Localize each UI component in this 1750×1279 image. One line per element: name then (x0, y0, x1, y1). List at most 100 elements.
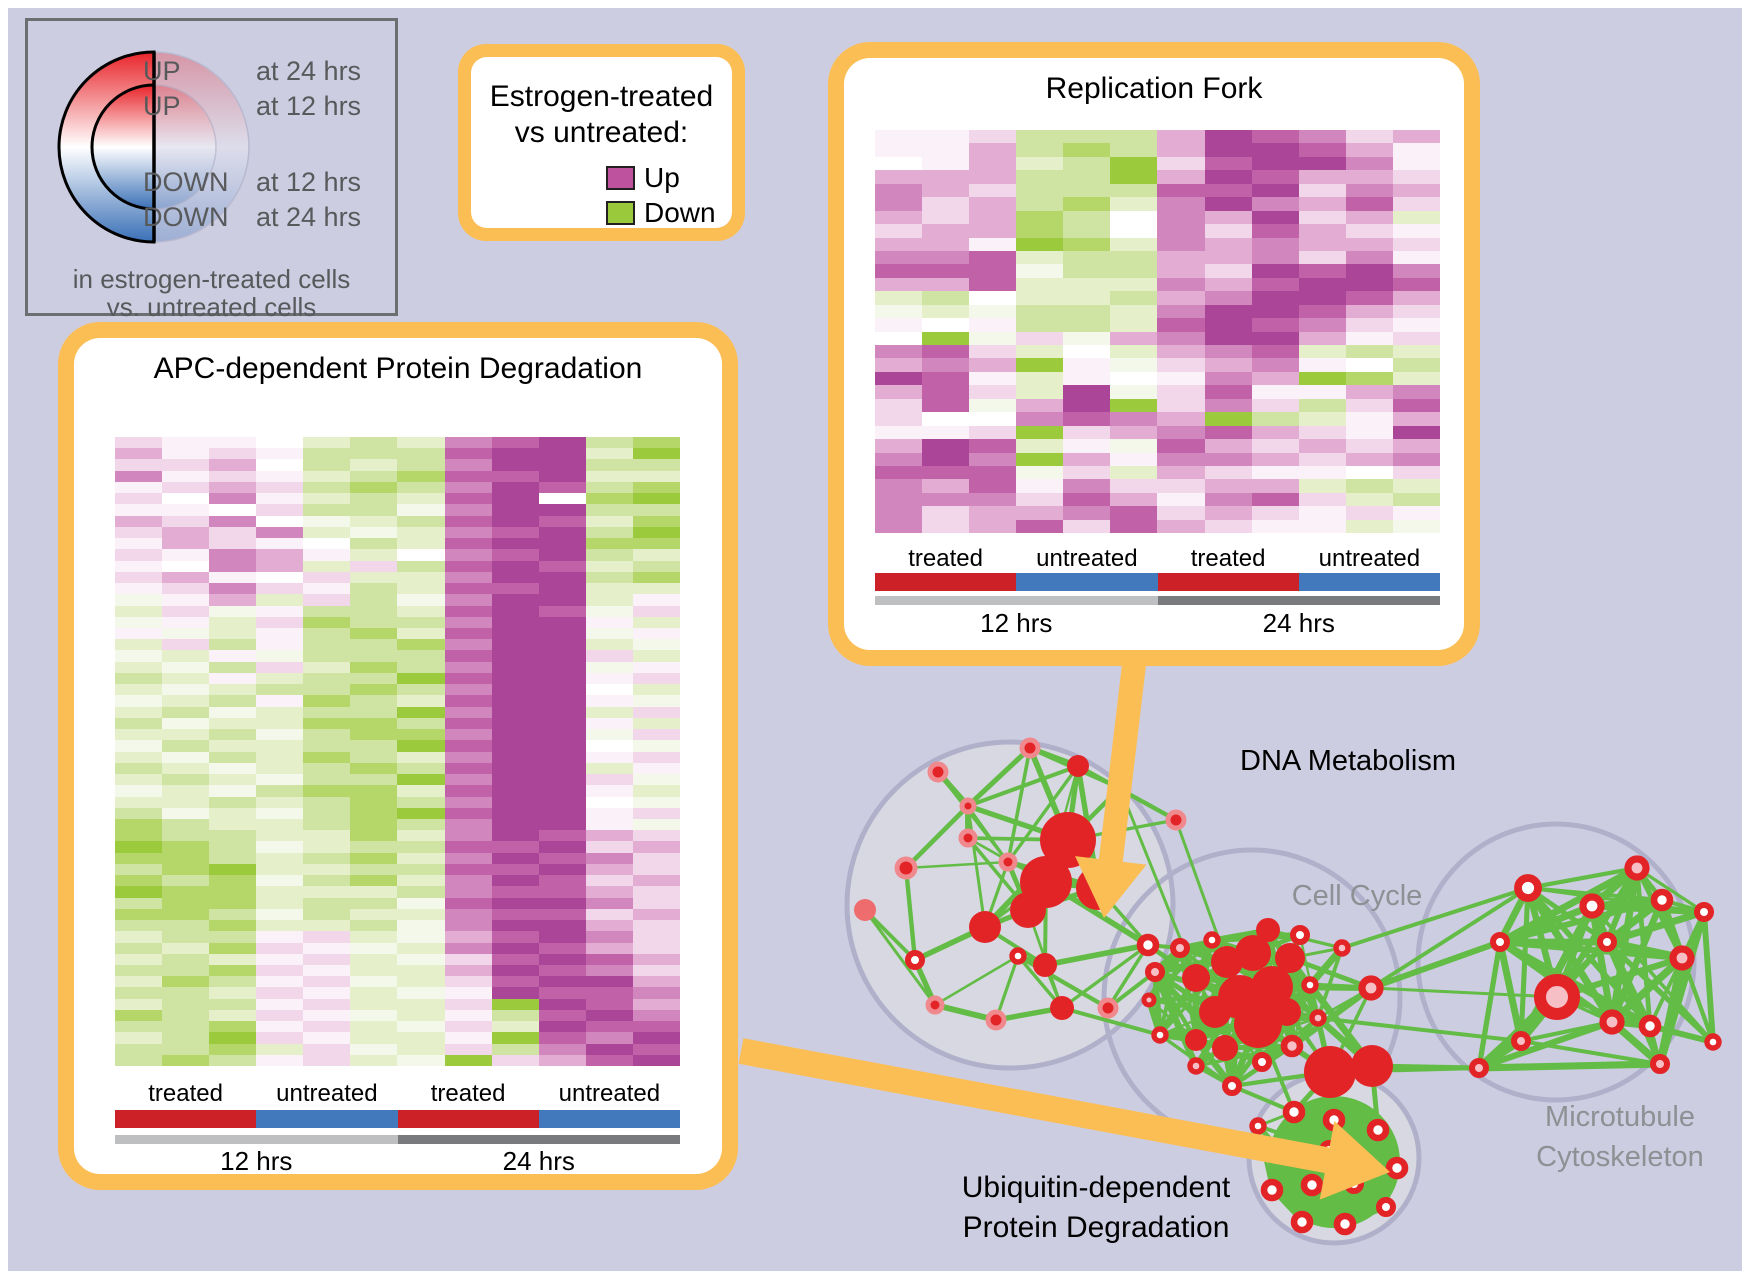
heatmap-cell (209, 627, 257, 640)
heatmap-cell (491, 661, 539, 673)
heatmap-cell (1016, 412, 1064, 426)
heatmap-cell (162, 818, 210, 831)
heatmap-cell (303, 605, 351, 617)
heatmap-row (115, 538, 680, 550)
heatmap-cell (162, 762, 210, 775)
heatmap-cell (397, 830, 445, 842)
heatmap-cell (162, 695, 210, 707)
heatmap-cell (1345, 143, 1393, 157)
heatmap-cell (303, 1032, 351, 1044)
heatmap-cell (538, 504, 586, 516)
heatmap-cell (632, 942, 680, 954)
heatmap-cell (875, 170, 923, 184)
heatmap-row (875, 264, 1440, 278)
heatmap-cell (585, 526, 633, 539)
heatmap-row (875, 465, 1440, 480)
network-edge (863, 908, 917, 962)
heatmap-row (875, 130, 1440, 144)
heatmap-cell (585, 1043, 633, 1055)
gene-node-solid (1234, 1000, 1282, 1048)
heatmap-cell (162, 953, 210, 966)
heatmap-cell (969, 412, 1017, 426)
heatmap-cell (585, 987, 633, 999)
heatmap-cell (1016, 143, 1064, 157)
network-edge (1604, 866, 1640, 944)
heatmap-cell (397, 616, 445, 628)
gene-node-halo (1097, 997, 1119, 1019)
heatmap-cell (538, 695, 586, 707)
heatmap-cell (397, 672, 445, 685)
heatmap-cell (444, 594, 492, 606)
heatmap-cell (115, 481, 163, 494)
heatmap-cell (1392, 170, 1440, 184)
heatmap-cell (162, 481, 210, 494)
heatmap-cell (1204, 170, 1252, 184)
heatmap-cell (350, 908, 398, 921)
condition-group-label: untreated (558, 1080, 661, 1107)
heatmap-cell (491, 998, 539, 1010)
heatmap-cell (538, 1054, 586, 1067)
heatmap-cell (632, 931, 680, 943)
condition-group-label: untreated (1036, 545, 1138, 572)
heatmap-cell (162, 493, 210, 505)
heatmap-cell (632, 998, 680, 1010)
heatmap-cell (1204, 519, 1252, 534)
heatmap-cell (1110, 170, 1158, 184)
heatmap-cell (875, 130, 923, 144)
heatmap-cell (209, 908, 257, 921)
heatmap-cell (585, 437, 633, 449)
heatmap-cell (256, 560, 304, 572)
heatmap-cell (162, 740, 210, 752)
heatmap-cell (256, 762, 304, 775)
heatmap-cell (350, 785, 398, 797)
heatmap-cell (303, 774, 351, 786)
heatmap-cell (632, 729, 680, 741)
heatmap-cell (209, 987, 257, 999)
heatmap-cell (585, 470, 633, 482)
heatmap-cell (303, 931, 351, 943)
heatmap-cell (350, 796, 398, 808)
heatmap-cell (1345, 331, 1393, 345)
heatmap-cell (632, 695, 680, 707)
heatmap-cell (209, 459, 257, 471)
heatmap-cell (491, 605, 539, 617)
heatmap-cell (1392, 237, 1440, 251)
heatmap-cell (1298, 130, 1346, 144)
heatmap-cell (632, 549, 680, 561)
heatmap-cell (444, 448, 492, 460)
microtubule-label-line2: Cytoskeleton (1536, 1141, 1704, 1173)
up-color-swatch (606, 166, 635, 190)
heatmap-cell (1157, 183, 1205, 198)
heatmap-cell (209, 695, 257, 707)
heatmap-cell (303, 785, 351, 797)
heatmap-cell (397, 897, 445, 909)
heatmap-cell (1345, 224, 1393, 238)
heatmap-cell (162, 1043, 210, 1055)
heatmap-cell (444, 560, 492, 572)
heatmap-cell (1016, 224, 1064, 238)
heatmap-cell (115, 594, 163, 606)
heatmap-cell (922, 156, 970, 171)
heatmap-cell (538, 560, 586, 572)
heatmap-cell (350, 504, 398, 516)
heatmap-cell (922, 143, 970, 157)
heatmap-cell (162, 526, 210, 539)
gene-node-ring-white (1252, 1052, 1272, 1072)
heatmap-cell (115, 560, 163, 572)
gene-node-ring-white (1333, 1212, 1357, 1236)
heatmap-cell (538, 897, 586, 909)
heatmap-cell (115, 695, 163, 707)
heatmap-cell (209, 942, 257, 954)
heatmap-cell (1063, 264, 1111, 278)
heatmap-cell (1063, 331, 1111, 345)
cell-cycle-label: Cell Cycle (1291, 880, 1423, 912)
heatmap-cell (115, 796, 163, 808)
heatmap-cell (397, 695, 445, 707)
heatmap-cell (922, 371, 970, 386)
heatmap-cell (397, 605, 445, 617)
heatmap-cell (1110, 143, 1158, 157)
heatmap-cell (115, 571, 163, 584)
heatmap-cell (444, 762, 492, 775)
heatmap-cell (1392, 318, 1440, 332)
heatmap-cell (1016, 492, 1064, 507)
